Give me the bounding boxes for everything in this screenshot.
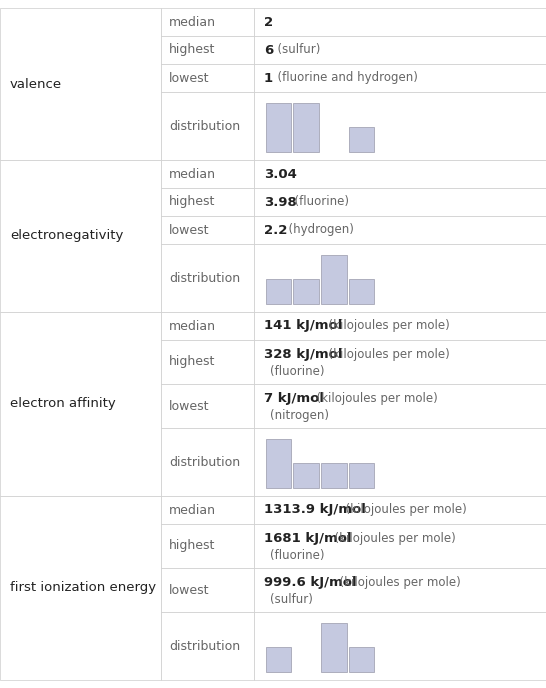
Bar [254, 8, 546, 36]
Text: (sulfur): (sulfur) [270, 593, 313, 606]
Bar [321, 255, 347, 304]
Bar [254, 216, 546, 244]
Text: (sulfur): (sulfur) [270, 43, 320, 56]
Text: (nitrogen): (nitrogen) [270, 409, 329, 422]
Text: median: median [169, 319, 216, 332]
Bar [254, 64, 546, 92]
Text: (kilojoules per mole): (kilojoules per mole) [321, 347, 450, 361]
Text: (fluorine and hydrogen): (fluorine and hydrogen) [270, 72, 418, 85]
Text: (kilojoules per mole): (kilojoules per mole) [310, 391, 438, 405]
Text: distribution: distribution [169, 455, 240, 469]
Text: lowest: lowest [169, 72, 210, 85]
Text: (fluorine): (fluorine) [287, 195, 349, 208]
Bar [0, 8, 161, 160]
Text: distribution: distribution [169, 640, 240, 652]
Bar [265, 647, 291, 672]
Text: (kilojoules per mole): (kilojoules per mole) [327, 532, 455, 545]
Bar [321, 463, 347, 488]
Text: median: median [169, 167, 216, 180]
Text: highest: highest [169, 195, 216, 208]
Text: 2.2: 2.2 [264, 224, 287, 237]
Bar [161, 612, 254, 680]
Text: highest: highest [169, 43, 216, 56]
Text: median: median [169, 16, 216, 28]
Text: (kilojoules per mole): (kilojoules per mole) [333, 576, 461, 588]
Bar [265, 439, 291, 488]
Bar [254, 428, 546, 496]
Text: distribution: distribution [169, 272, 240, 285]
Text: highest: highest [169, 356, 216, 369]
Bar [254, 160, 546, 188]
Text: lowest: lowest [169, 224, 210, 237]
Bar [293, 463, 319, 488]
Bar [161, 428, 254, 496]
Bar [161, 36, 254, 64]
Bar [254, 384, 546, 428]
Bar [161, 64, 254, 92]
Bar [254, 568, 546, 612]
Text: (fluorine): (fluorine) [270, 549, 324, 562]
Bar [161, 188, 254, 216]
Text: 141 kJ/mol: 141 kJ/mol [264, 319, 342, 332]
Text: 1681 kJ/mol: 1681 kJ/mol [264, 532, 352, 545]
Bar [349, 127, 375, 152]
Text: 7 kJ/mol: 7 kJ/mol [264, 391, 324, 405]
Bar [254, 524, 546, 568]
Text: electron affinity: electron affinity [10, 398, 116, 411]
Text: 999.6 kJ/mol: 999.6 kJ/mol [264, 576, 357, 588]
Text: electronegativity: electronegativity [10, 230, 123, 242]
Bar [161, 568, 254, 612]
Text: (kilojoules per mole): (kilojoules per mole) [338, 504, 467, 517]
Text: distribution: distribution [169, 120, 240, 133]
Text: first ionization energy: first ionization energy [10, 581, 156, 594]
Bar [0, 312, 161, 496]
Bar [161, 8, 254, 36]
Text: (kilojoules per mole): (kilojoules per mole) [321, 319, 450, 332]
Bar [0, 496, 161, 680]
Text: 328 kJ/mol: 328 kJ/mol [264, 347, 342, 361]
Bar [254, 92, 546, 160]
Bar [254, 36, 546, 64]
Bar [293, 279, 319, 304]
Text: 3.04: 3.04 [264, 167, 297, 180]
Bar [254, 340, 546, 384]
Bar [254, 188, 546, 216]
Text: lowest: lowest [169, 583, 210, 596]
Bar [254, 612, 546, 680]
Bar [349, 279, 375, 304]
Bar [293, 103, 319, 152]
Bar [161, 384, 254, 428]
Text: (hydrogen): (hydrogen) [281, 224, 354, 237]
Bar [265, 103, 291, 152]
Bar [161, 496, 254, 524]
Text: 2: 2 [264, 16, 273, 28]
Bar [349, 463, 375, 488]
Bar [321, 623, 347, 672]
Text: 1: 1 [264, 72, 273, 85]
Text: 1313.9 kJ/mol: 1313.9 kJ/mol [264, 504, 366, 517]
Bar [254, 312, 546, 340]
Text: (fluorine): (fluorine) [270, 365, 324, 378]
Text: median: median [169, 504, 216, 517]
Bar [161, 160, 254, 188]
Bar [161, 216, 254, 244]
Text: valence: valence [10, 78, 62, 91]
Bar [349, 647, 375, 672]
Bar [0, 160, 161, 312]
Text: lowest: lowest [169, 400, 210, 413]
Bar [161, 340, 254, 384]
Text: 3.98: 3.98 [264, 195, 296, 208]
Bar [161, 92, 254, 160]
Bar [265, 279, 291, 304]
Text: highest: highest [169, 539, 216, 552]
Text: 6: 6 [264, 43, 273, 56]
Bar [161, 312, 254, 340]
Bar [161, 244, 254, 312]
Bar [161, 524, 254, 568]
Bar [254, 244, 546, 312]
Bar [254, 496, 546, 524]
